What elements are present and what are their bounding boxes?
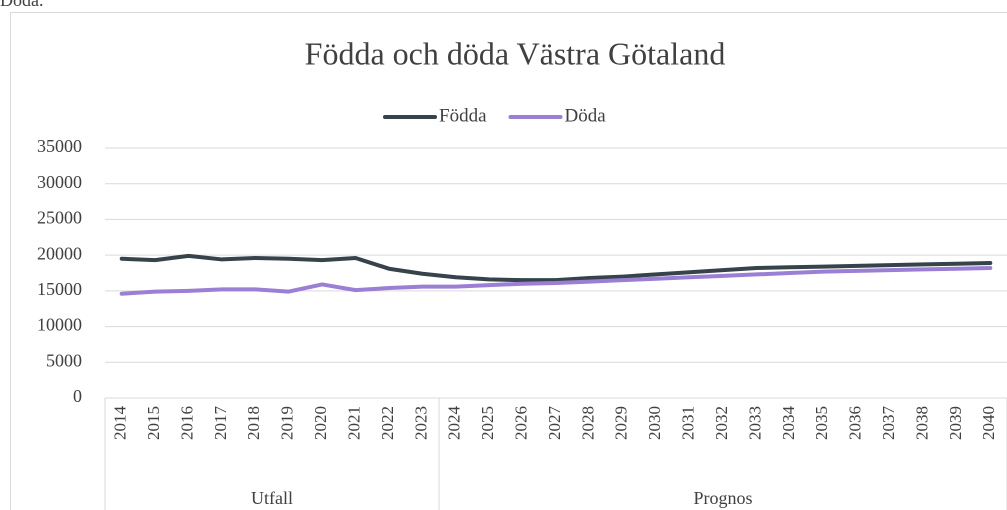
- x-tick-label: 2029: [612, 406, 631, 440]
- x-tick-label: 2019: [278, 406, 297, 440]
- x-tick-label: 2039: [946, 406, 965, 440]
- x-tick-label: 2014: [111, 406, 130, 441]
- x-tick-label: 2038: [912, 406, 931, 440]
- y-tick-label: 25000: [37, 208, 82, 228]
- legend-label: Födda: [439, 105, 487, 126]
- x-tick-label: 2018: [244, 406, 263, 440]
- line-series: [119, 266, 993, 296]
- line-series: [119, 253, 993, 283]
- y-tick-label: 20000: [37, 243, 82, 263]
- chart-title: Födda och döda Västra Götaland: [305, 35, 726, 71]
- x-tick-label: 2021: [344, 406, 363, 440]
- x-tick-label: 2017: [211, 406, 230, 441]
- x-tick-label: 2016: [177, 406, 196, 440]
- x-tick-label: 2024: [445, 406, 464, 441]
- x-tick-label: 2033: [745, 406, 764, 440]
- x-tick-label: 2034: [779, 406, 798, 441]
- y-tick-label: 5000: [46, 350, 82, 370]
- x-tick-label: 2035: [812, 406, 831, 440]
- x-tick-label: 2030: [645, 406, 664, 440]
- y-tick-label: 35000: [37, 136, 82, 156]
- y-tick-label: 10000: [37, 315, 82, 335]
- group-label: Prognos: [694, 488, 753, 508]
- x-tick-label: 2015: [144, 406, 163, 440]
- y-tick-label: 30000: [37, 172, 82, 192]
- group-label: Utfall: [251, 488, 293, 508]
- x-tick-label: 2022: [378, 406, 397, 440]
- x-tick-label: 2023: [411, 406, 430, 440]
- y-tick-label: 0: [73, 386, 82, 406]
- x-tick-label: 2036: [846, 406, 865, 440]
- chart-frame: [10, 12, 1007, 510]
- legend-label: Döda: [565, 105, 607, 126]
- caption: Döda.: [0, 0, 44, 10]
- x-tick-label: 2028: [578, 406, 597, 440]
- x-tick-label: 2032: [712, 406, 731, 440]
- x-tick-label: 2027: [545, 406, 564, 441]
- x-tick-label: 2040: [979, 406, 998, 440]
- x-tick-label: 2031: [679, 406, 698, 440]
- x-tick-label: 2020: [311, 406, 330, 440]
- y-tick-label: 15000: [37, 279, 82, 299]
- x-tick-label: 2037: [879, 406, 898, 441]
- x-tick-label: 2026: [511, 406, 530, 440]
- x-tick-label: 2025: [478, 406, 497, 440]
